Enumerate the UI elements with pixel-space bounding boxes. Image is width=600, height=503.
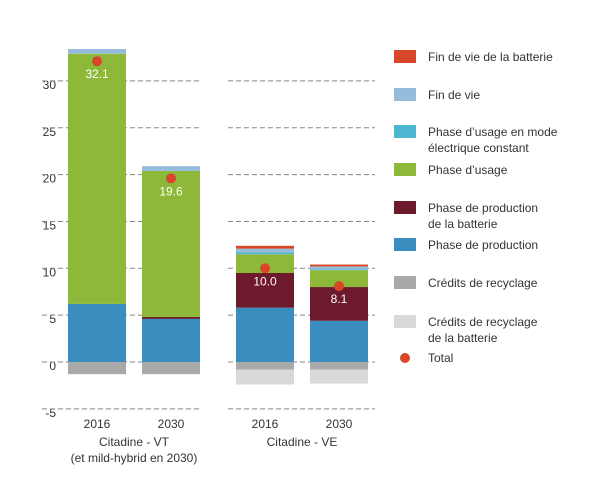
bar-segment [310,369,368,384]
bar-segment [236,307,294,362]
bar-segment [236,252,294,255]
group-label: Citadine - VE [267,435,338,449]
bar-segment [236,272,294,308]
bar-segment [142,317,200,319]
y-tick-label: 5 [49,312,56,326]
legend-swatch [394,50,416,63]
bar-segment [68,362,126,375]
bar-segment [310,287,368,321]
bar-segment [236,248,294,253]
bar-segment [142,362,200,375]
y-tick-label: -5 [45,406,56,420]
bar-segment [236,245,294,249]
bar-segment [310,270,368,288]
group-label: Citadine - VT (et mild-hybrid en 2030) [71,435,198,465]
y-tick-label: 30 [43,78,57,92]
y-tick-label: 25 [43,125,57,139]
legend-label: Crédits de recyclage de la batterie [428,315,538,345]
total-dot [334,281,344,292]
total-label: 8.1 [331,292,348,306]
bar-segment [236,369,294,385]
x-tick-label: 2016 [252,417,279,431]
legend-swatch [394,125,416,138]
legend-label: Fin de vie de la batterie [428,50,553,64]
legend-label: Phase de production de la batterie [428,201,538,231]
bar-segment [310,362,368,370]
bar-segment [310,269,368,271]
bar-segment [68,49,126,54]
legend-swatch [400,353,410,363]
bar-segment [142,170,200,318]
total-label: 19.6 [159,184,183,198]
total-dot [92,56,102,67]
legend-label: Phase d’usage [428,163,508,177]
y-tick-label: 15 [43,218,57,232]
bar-segment [142,318,200,362]
y-tick-label: 10 [43,265,57,279]
legend-swatch [394,201,416,214]
y-tick-label: 0 [49,359,56,373]
y-tick-label: 20 [43,172,57,186]
bar-segment [310,264,368,267]
x-tick-label: 2030 [158,417,185,431]
legend-swatch [394,163,416,176]
legend-label: Total [428,351,453,365]
legend-swatch [394,315,416,328]
bar-segment [236,362,294,370]
legend-swatch [394,88,416,101]
bar-segment [68,303,126,362]
bar-segment [310,266,368,270]
legend-swatch [394,276,416,289]
total-dot [260,263,270,274]
bar-segment [310,320,368,362]
total-label: 10.0 [253,274,277,288]
legend-label: Crédits de recyclage [428,276,538,290]
total-dot [166,173,176,184]
bar-segment [142,166,200,171]
x-tick-label: 2030 [326,417,353,431]
bar-segment [68,53,126,304]
legend-swatch [394,238,416,251]
legend-label: Fin de vie [428,88,480,102]
legend-label: Phase d’usage en mode électrique constant [428,125,558,155]
x-tick-label: 2016 [84,417,111,431]
legend-label: Phase de production [428,238,538,252]
total-label: 32.1 [85,67,109,81]
